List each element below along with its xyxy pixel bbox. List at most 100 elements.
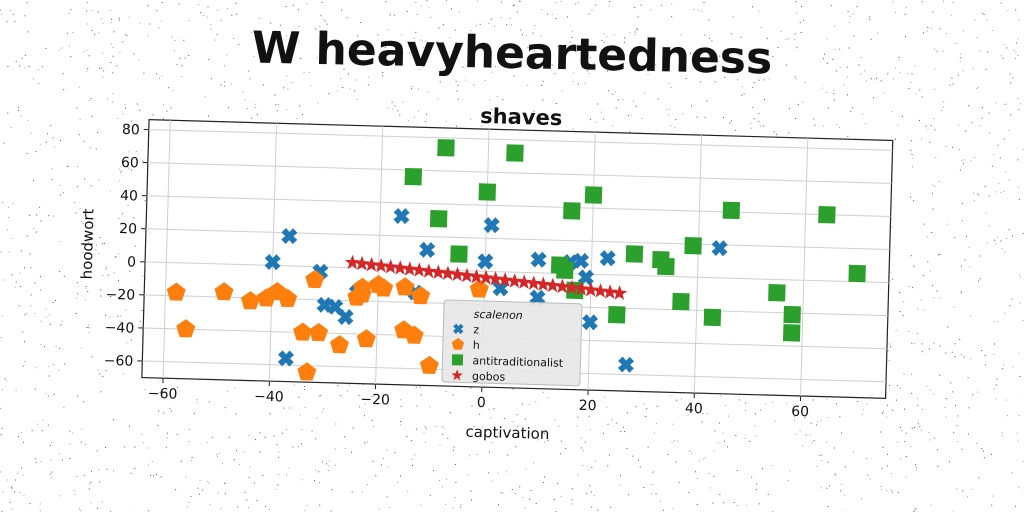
noise-dot	[139, 320, 141, 322]
noise-dot	[886, 465, 888, 467]
noise-dot	[844, 466, 846, 468]
noise-dot	[90, 502, 92, 504]
data-point-antitraditionalist	[608, 305, 626, 324]
noise-dot	[21, 432, 23, 434]
noise-dot	[719, 55, 721, 57]
noise-dot	[827, 417, 829, 419]
noise-dot	[30, 132, 32, 134]
noise-dot	[59, 348, 61, 350]
noise-dot	[541, 85, 542, 86]
noise-dot	[402, 101, 404, 103]
noise-dot	[689, 450, 691, 452]
noise-dot	[26, 153, 28, 154]
noise-dot	[184, 57, 186, 59]
noise-dot	[24, 267, 25, 269]
noise-dot	[1019, 376, 1021, 377]
noise-dot	[630, 114, 632, 116]
noise-dot	[506, 471, 507, 473]
noise-dot	[477, 0, 479, 2]
noise-dot	[445, 504, 447, 505]
noise-dot	[833, 99, 835, 101]
noise-dot	[40, 344, 42, 345]
data-point-z	[599, 250, 616, 267]
noise-dot	[736, 505, 738, 507]
noise-dot	[543, 482, 545, 483]
noise-dot	[30, 294, 32, 296]
data-point-gobos	[602, 284, 618, 299]
noise-dot	[58, 369, 60, 371]
noise-dot	[981, 117, 983, 119]
noise-dot	[752, 6, 753, 8]
noise-dot	[96, 507, 98, 509]
data-point-antitraditionalist	[450, 245, 468, 263]
noise-dot	[890, 473, 892, 475]
noise-dot	[728, 415, 729, 417]
noise-dot	[224, 81, 226, 83]
noise-dot	[202, 489, 204, 491]
noise-dot	[571, 30, 573, 32]
noise-dot	[358, 394, 360, 396]
noise-dot	[100, 391, 102, 393]
noise-dot	[490, 417, 492, 419]
noise-dot	[535, 502, 537, 504]
noise-dot	[989, 132, 990, 134]
noise-dot	[556, 483, 558, 485]
data-point-gobos	[478, 269, 494, 285]
noise-dot	[188, 441, 190, 443]
noise-dot	[972, 394, 974, 396]
noise-dot	[302, 114, 303, 116]
noise-dot	[972, 68, 974, 70]
noise-dot	[995, 191, 997, 193]
noise-dot	[910, 255, 912, 257]
noise-dot	[12, 203, 14, 205]
noise-dot	[299, 414, 301, 416]
noise-dot	[449, 412, 451, 414]
noise-dot	[637, 16, 639, 18]
noise-dot	[921, 343, 923, 345]
noise-dot	[948, 461, 950, 463]
noise-dot	[555, 103, 557, 104]
noise-dot	[243, 451, 245, 453]
noise-dot	[729, 122, 731, 124]
noise-dot	[847, 11, 849, 13]
noise-dot	[576, 425, 578, 427]
noise-dot	[24, 54, 26, 56]
noise-dot	[644, 92, 646, 94]
noise-dot	[835, 70, 837, 72]
noise-dot	[447, 437, 449, 439]
noise-dot	[122, 224, 124, 226]
noise-dot	[755, 435, 757, 437]
noise-dot	[800, 32, 802, 33]
data-point-z	[492, 280, 509, 297]
noise-dot	[993, 153, 995, 155]
noise-dot	[702, 458, 704, 460]
noise-dot	[979, 50, 981, 52]
noise-dot	[871, 78, 872, 80]
noise-dot	[719, 494, 721, 496]
noise-dot	[143, 72, 145, 74]
noise-dot	[300, 58, 302, 59]
noise-dot	[158, 27, 160, 29]
noise-dot	[763, 79, 765, 81]
noise-dot	[470, 30, 472, 32]
noise-dot	[826, 487, 828, 489]
noise-dot	[754, 413, 756, 415]
noise-dot	[144, 389, 146, 391]
noise-dot	[960, 354, 962, 355]
noise-dot	[34, 312, 36, 314]
noise-dot	[752, 72, 754, 74]
noise-dot	[76, 186, 78, 188]
noise-dot	[544, 476, 545, 478]
noise-dot	[454, 497, 456, 499]
noise-dot	[992, 495, 994, 497]
noise-dot	[933, 342, 935, 344]
noise-dot	[120, 172, 122, 174]
noise-dot	[897, 124, 899, 126]
noise-dot	[40, 220, 42, 222]
noise-dot	[672, 508, 674, 510]
noise-dot	[235, 413, 237, 415]
noise-dot	[750, 122, 752, 124]
noise-dot	[968, 105, 970, 107]
noise-dot	[343, 68, 345, 70]
noise-dot	[36, 367, 37, 369]
